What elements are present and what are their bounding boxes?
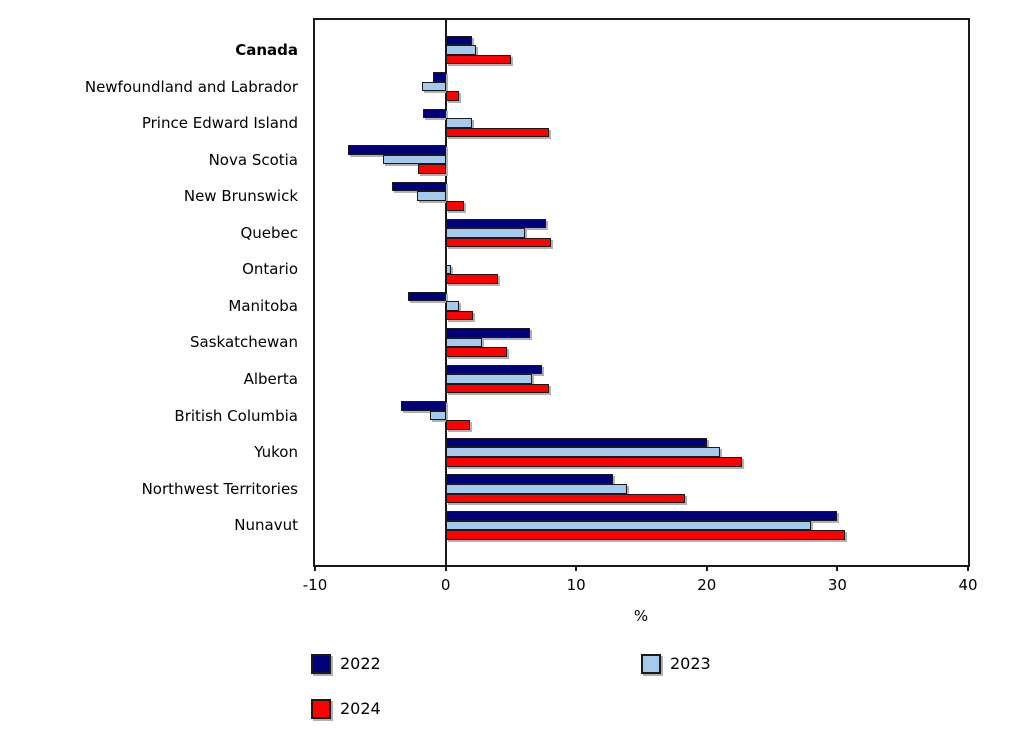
bar-ontario-2024 — [445, 274, 498, 284]
category-label-nunavut: Nunavut — [234, 516, 298, 535]
bar-northwest-territories-2023 — [445, 483, 628, 494]
category-label-quebec: Quebec — [240, 223, 298, 242]
category-label-new-brunswick: New Brunswick — [183, 187, 298, 206]
bar-ontario-2023 — [445, 264, 451, 275]
category-label-northwest-territories: Northwest Territories — [141, 479, 298, 498]
category-label-manitoba: Manitoba — [228, 296, 298, 315]
category-label-alberta: Alberta — [243, 370, 298, 389]
bar-prince-edward-island-2022 — [423, 108, 446, 119]
legend-item-2024: 2024 — [311, 699, 381, 719]
bar-new-brunswick-2023 — [416, 191, 446, 202]
bar-new-brunswick-2024 — [445, 201, 464, 211]
bar-manitoba-2024 — [445, 310, 474, 321]
category-label-prince-edward-island: Prince Edward Island — [141, 114, 298, 133]
bar-canada-2023 — [445, 45, 476, 55]
bar-saskatchewan-2022 — [445, 328, 531, 338]
x-tick-label-30: 30 — [827, 576, 847, 594]
x-tick--10 — [314, 565, 316, 571]
x-tick-label-10: 10 — [566, 576, 586, 594]
bar-nova-scotia-2023 — [382, 154, 446, 165]
x-tick-label-0: 0 — [440, 576, 451, 594]
bar-saskatchewan-2024 — [445, 347, 507, 357]
bar-nunavut-2023 — [445, 520, 812, 531]
bar-newfoundland-and-labrador-2023 — [422, 81, 446, 92]
bar-quebec-2024 — [445, 237, 552, 248]
legend-swatch-2024 — [311, 699, 331, 719]
x-tick-label-20: 20 — [697, 576, 717, 594]
legend-item-2022: 2022 — [311, 654, 381, 674]
bar-british-columbia-2024 — [445, 420, 471, 430]
bar-alberta-2023 — [445, 374, 532, 384]
bar-canada-2022 — [445, 35, 472, 46]
x-tick-label--10: -10 — [302, 576, 328, 594]
bar-nunavut-2024 — [445, 530, 846, 540]
plot-area — [313, 18, 970, 567]
bar-canada-2024 — [445, 54, 511, 65]
bar-alberta-2024 — [445, 383, 549, 394]
x-tick-30 — [836, 565, 839, 571]
legend-label-2023: 2023 — [670, 654, 711, 673]
bar-quebec-2022 — [445, 218, 547, 229]
x-tick-20 — [705, 565, 708, 571]
bar-prince-edward-island-2023 — [445, 118, 472, 128]
x-axis-label: % — [633, 607, 649, 625]
bar-manitoba-2023 — [445, 301, 459, 311]
bar-nunavut-2022 — [445, 510, 838, 521]
legend-swatch-2022 — [311, 654, 331, 674]
bar-yukon-2023 — [445, 447, 720, 457]
x-tick-0 — [444, 565, 447, 571]
legend-item-2023: 2023 — [641, 654, 711, 674]
x-tick-40 — [967, 565, 969, 571]
bar-manitoba-2022 — [407, 291, 446, 302]
bar-nova-scotia-2022 — [347, 145, 446, 155]
category-label-yukon: Yukon — [254, 443, 298, 462]
legend-label-2022: 2022 — [340, 654, 381, 673]
bar-northwest-territories-2024 — [445, 493, 685, 504]
bar-british-columbia-2023 — [429, 410, 446, 421]
bar-northwest-territories-2022 — [445, 474, 613, 484]
bar-nova-scotia-2024 — [418, 164, 446, 175]
bar-new-brunswick-2022 — [392, 181, 446, 192]
bar-yukon-2024 — [445, 456, 743, 467]
bar-alberta-2022 — [445, 364, 543, 375]
x-tick-label-40: 40 — [958, 576, 978, 594]
category-label-newfoundland-and-labrador: Newfoundland and Labrador — [84, 77, 298, 96]
category-label-saskatchewan: Saskatchewan — [190, 333, 298, 352]
zero-axis-line — [444, 20, 447, 565]
category-label-british-columbia: British Columbia — [174, 406, 298, 425]
legend-label-2024: 2024 — [340, 699, 381, 718]
bar-british-columbia-2022 — [401, 401, 446, 411]
category-label-canada: Canada — [235, 41, 298, 59]
bar-prince-edward-island-2024 — [445, 127, 549, 138]
x-tick-10 — [575, 565, 578, 571]
bar-saskatchewan-2023 — [445, 337, 483, 348]
bar-newfoundland-and-labrador-2022 — [432, 72, 446, 82]
bar-quebec-2023 — [445, 228, 526, 238]
category-label-nova-scotia: Nova Scotia — [208, 150, 298, 169]
category-label-ontario: Ontario — [242, 260, 298, 279]
legend-swatch-2023 — [641, 654, 661, 674]
bar-newfoundland-and-labrador-2024 — [445, 91, 459, 101]
bar-yukon-2022 — [445, 437, 707, 448]
